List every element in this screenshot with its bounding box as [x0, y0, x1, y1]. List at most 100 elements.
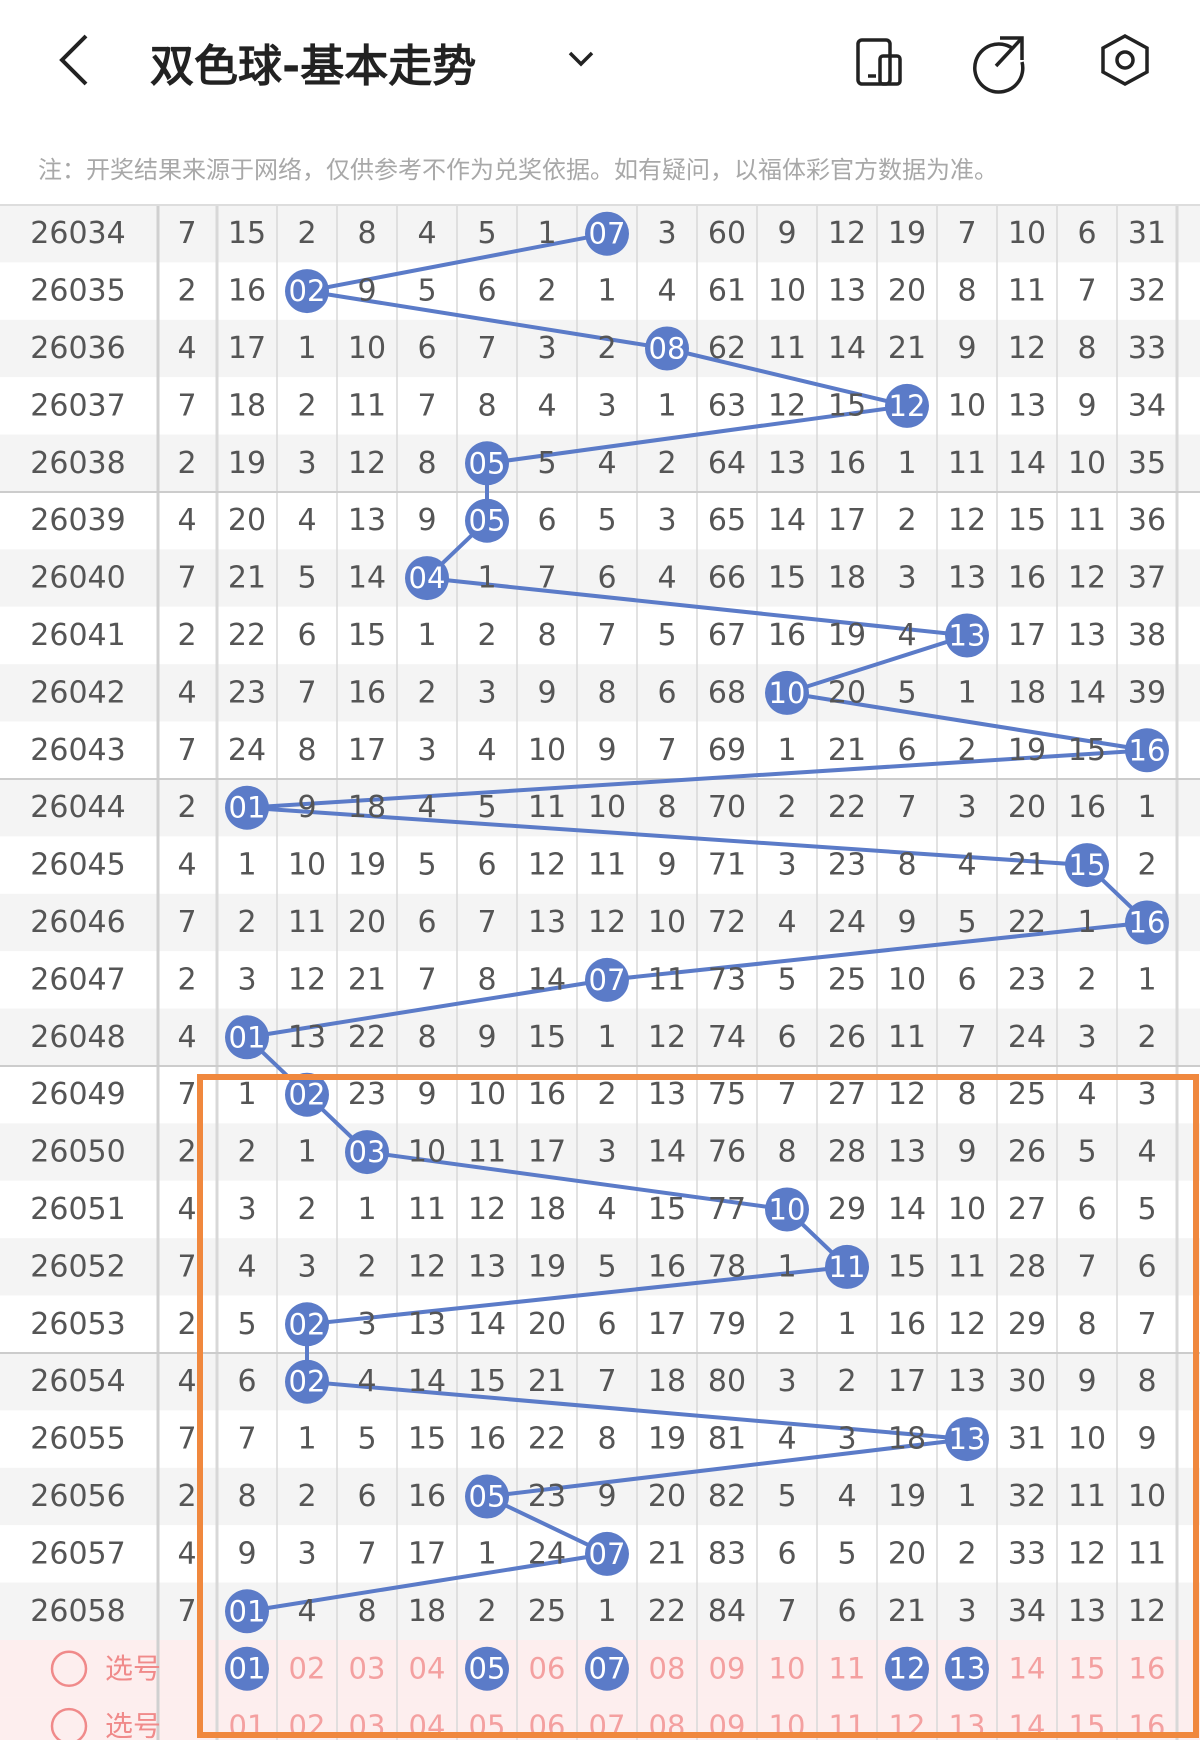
pick-number[interactable]: 03: [349, 1652, 386, 1686]
miss-count: 20: [348, 905, 386, 940]
miss-count: 1: [777, 1249, 796, 1284]
sum: 7: [177, 216, 196, 251]
miss-count: 82: [708, 1479, 746, 1514]
miss-count: 15: [408, 1422, 446, 1457]
ball: [1125, 900, 1169, 945]
miss-count: 2: [297, 388, 316, 423]
selected-ball[interactable]: [585, 1646, 629, 1691]
miss-count: 37: [1128, 561, 1166, 596]
selected-ball[interactable]: [465, 1646, 509, 1691]
miss-count: 13: [1068, 1594, 1106, 1629]
miss-count: 16: [1008, 561, 1046, 596]
selected-number[interactable]: 05: [469, 1652, 506, 1686]
miss-count: 6: [417, 905, 436, 940]
row-bg: [0, 664, 1200, 722]
miss-count: 17: [408, 1536, 446, 1571]
miss-count: 8: [357, 1594, 376, 1629]
miss-count: 20: [528, 1307, 566, 1342]
miss-count: 3: [777, 848, 796, 883]
pick-number[interactable]: 15: [1069, 1652, 1106, 1686]
miss-count: 14: [888, 1192, 926, 1227]
miss-count: 63: [708, 388, 746, 423]
selected-ball[interactable]: [945, 1646, 989, 1691]
miss-count: 8: [1077, 331, 1096, 366]
row-bg: [0, 893, 1200, 952]
pick-number[interactable]: 10: [769, 1652, 806, 1686]
miss-count: 2: [597, 1077, 616, 1112]
miss-count: 6: [537, 503, 556, 538]
device-icon[interactable]: [856, 38, 902, 86]
miss-count: 10: [1128, 1479, 1166, 1514]
miss-count: 8: [537, 618, 556, 653]
share-icon[interactable]: [973, 36, 1025, 94]
miss-count: 1: [297, 1135, 316, 1170]
miss-count: 21: [648, 1536, 686, 1571]
pick-number[interactable]: 04: [409, 1652, 446, 1686]
pick-number[interactable]: 16: [1129, 1652, 1166, 1686]
miss-count: 35: [1128, 446, 1166, 481]
radio[interactable]: [50, 1707, 88, 1740]
miss-count: 84: [708, 1594, 746, 1629]
miss-count: 12: [528, 848, 566, 883]
selected-ball[interactable]: [885, 1646, 929, 1691]
miss-count: 21: [888, 1594, 926, 1629]
miss-count: 10: [468, 1077, 506, 1112]
miss-count: 13: [468, 1249, 506, 1284]
pick-number[interactable]: 11: [829, 1652, 866, 1686]
radio[interactable]: [50, 1650, 88, 1687]
miss-count: 12: [648, 1020, 686, 1055]
miss-count: 21: [228, 561, 266, 596]
miss-count: 2: [777, 790, 796, 825]
sum: 4: [177, 1536, 196, 1571]
miss-count: 24: [828, 905, 866, 940]
selected-number[interactable]: 13: [949, 1652, 986, 1686]
miss-count: 4: [657, 274, 676, 309]
ball: [225, 1015, 269, 1060]
miss-count: 6: [357, 1479, 376, 1514]
miss-count: 3: [597, 1135, 616, 1170]
selected-number[interactable]: 01: [229, 1652, 266, 1686]
dropdown[interactable]: [568, 51, 594, 67]
miss-count: 1: [237, 848, 256, 883]
miss-count: 7: [1137, 1307, 1156, 1342]
miss-count: 20: [648, 1479, 686, 1514]
ball: [825, 1244, 869, 1289]
miss-count: 3: [1137, 1077, 1156, 1112]
miss-count: 20: [888, 1536, 926, 1571]
miss-count: 9: [417, 503, 436, 538]
miss-count: 7: [777, 1594, 796, 1629]
pick-number[interactable]: 14: [1009, 1652, 1046, 1686]
back-button[interactable]: [59, 34, 88, 86]
miss-count: 7: [537, 561, 556, 596]
sum: 2: [177, 1135, 196, 1170]
miss-count: 9: [957, 331, 976, 366]
miss-count: 1: [897, 446, 916, 481]
pick-number[interactable]: 08: [649, 1652, 686, 1686]
miss-count: 13: [528, 905, 566, 940]
miss-count: 3: [417, 733, 436, 768]
miss-count: 4: [1077, 1077, 1096, 1112]
settings-icon[interactable]: [1101, 34, 1149, 86]
ball-number: 16: [1129, 733, 1166, 767]
issue: 26047: [30, 962, 125, 997]
ball-number: 05: [469, 504, 506, 538]
miss-count: 15: [468, 1364, 506, 1399]
miss-count: 4: [777, 1422, 796, 1457]
miss-count: 4: [1137, 1135, 1156, 1170]
miss-count: 74: [708, 1020, 746, 1055]
miss-count: 3: [297, 446, 316, 481]
miss-count: 31: [1128, 216, 1166, 251]
miss-count: 3: [357, 1307, 376, 1342]
miss-count: 28: [828, 1135, 866, 1170]
pick-number[interactable]: 06: [529, 1652, 566, 1686]
pick-number[interactable]: 02: [289, 1652, 326, 1686]
miss-count: 19: [228, 446, 266, 481]
miss-count: 72: [708, 905, 746, 940]
selected-ball[interactable]: [225, 1646, 269, 1691]
miss-count: 64: [708, 446, 746, 481]
selected-number[interactable]: 07: [589, 1652, 626, 1686]
miss-count: 32: [1008, 1479, 1046, 1514]
selected-number[interactable]: 12: [889, 1652, 926, 1686]
pick-number[interactable]: 09: [709, 1652, 746, 1686]
row-bg: [0, 262, 1200, 320]
